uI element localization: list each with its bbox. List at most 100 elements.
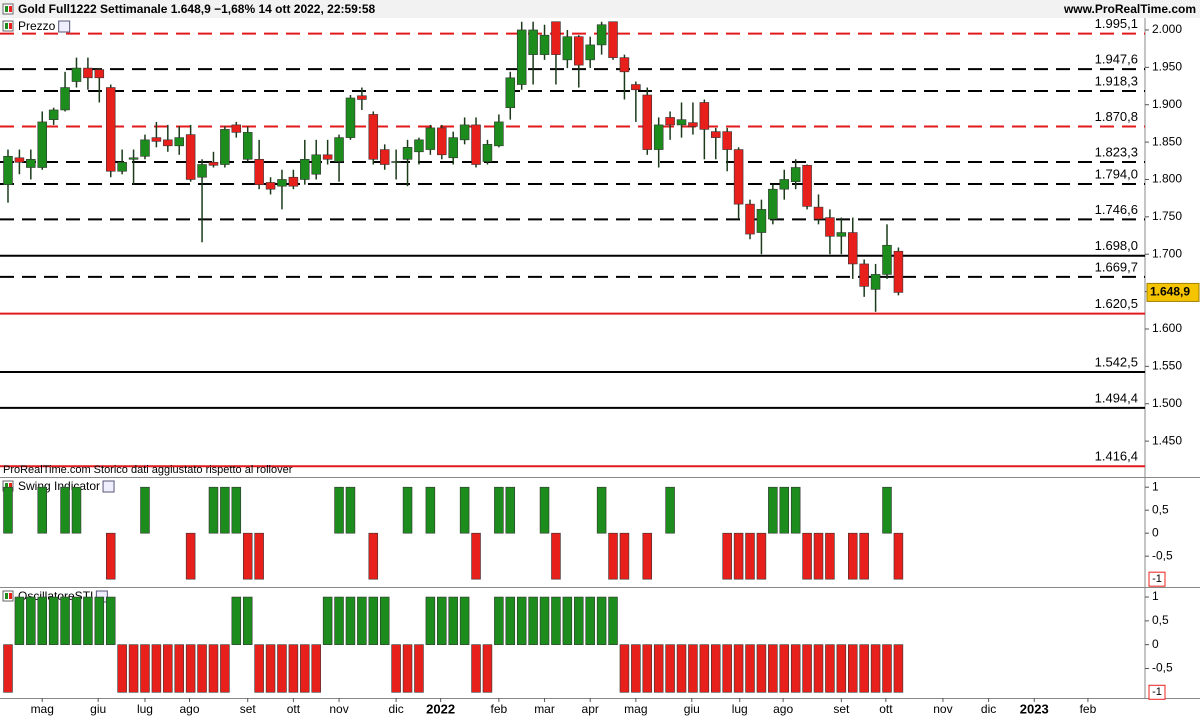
y-tick-label: 0,5 (1152, 613, 1169, 627)
candle-body (688, 122, 698, 127)
indicator-bar (733, 532, 744, 580)
candle-body (779, 179, 790, 190)
y-tick-label: 1 (1152, 589, 1159, 603)
indicator-bar (459, 596, 470, 645)
x-tick-label: dic (981, 702, 996, 716)
x-tick-label: 2023 (1020, 701, 1049, 716)
y-tick-label: 1.750 (1152, 209, 1182, 223)
candle-body (790, 167, 801, 183)
indicator-bar (790, 644, 801, 693)
indicator-bar (334, 486, 344, 534)
indicator-bar (790, 486, 801, 534)
candle-body (494, 121, 504, 147)
y-tick-label: 1.450 (1152, 433, 1182, 447)
y-tick-label: 2.000 (1152, 22, 1182, 36)
indicator-bar (893, 532, 904, 580)
y-tick-label: 1.550 (1152, 359, 1182, 373)
indicator-bar (551, 532, 561, 580)
candle-body (768, 188, 778, 220)
candle-body (414, 139, 424, 153)
level-label: 1.698,0 (1095, 238, 1138, 253)
candle-body (437, 127, 447, 156)
candle-body (402, 147, 413, 160)
indicator-bar (60, 486, 70, 534)
header-bar (0, 0, 1200, 18)
x-tick-label: mag (31, 702, 54, 716)
indicator-bar (242, 532, 253, 580)
indicator-bar (768, 644, 778, 693)
indicator-bar (311, 644, 321, 693)
y-tick-label: 0 (1152, 637, 1159, 651)
candle-body (562, 36, 573, 61)
candle-body (3, 155, 13, 186)
candle-body (322, 154, 333, 160)
candle-body (539, 34, 550, 55)
indicator-bar (836, 644, 847, 693)
candle-body (745, 203, 755, 235)
candle-body (37, 121, 47, 168)
candle-body (300, 158, 310, 180)
indicator-bar (3, 644, 13, 693)
candle-body (94, 69, 105, 79)
last-price-box (1146, 282, 1200, 302)
candle-body (608, 21, 618, 58)
indicator-bar (231, 596, 242, 645)
indicator-bar (665, 486, 675, 534)
y-tick-label: 1.600 (1152, 321, 1182, 335)
header-title: Gold Full1222 Settimanale 1.648,9 −1,68%… (18, 2, 376, 16)
indicator-bar (756, 644, 767, 693)
panel-icon-up (5, 483, 8, 489)
indicator-bar (825, 532, 835, 580)
indicator-bar (539, 596, 550, 645)
header-icon-down (9, 6, 12, 12)
indicator-bar (334, 596, 344, 645)
x-tick-label: dic (388, 702, 403, 716)
indicator-bar (722, 532, 732, 580)
indicator-bar (391, 644, 401, 693)
indicator-bar (745, 532, 755, 580)
candle-body (174, 137, 184, 147)
indicator-bar (471, 532, 481, 580)
level-label: 1.918,3 (1095, 73, 1138, 88)
indicator-bar (105, 596, 116, 645)
candle-body (699, 102, 710, 130)
panel-settings-icon[interactable] (102, 480, 115, 493)
indicator-bar (642, 644, 653, 693)
indicator-bar (642, 532, 653, 580)
level-label: 1.416,4 (1095, 449, 1138, 464)
candle-body (676, 119, 687, 126)
panel-label: Swing Indicator (18, 479, 100, 493)
candle-body (825, 217, 835, 237)
y-tick-label: 1 (1152, 479, 1159, 493)
candle-body (756, 209, 767, 233)
level-label: 1.794,0 (1095, 166, 1138, 181)
candle-body (311, 154, 321, 175)
candle-body (48, 109, 59, 120)
panel-settings-icon[interactable] (58, 20, 71, 33)
indicator-bar (505, 596, 516, 645)
y-tick-label: 1.900 (1152, 97, 1182, 111)
candle-body (813, 206, 824, 220)
candle-body (665, 117, 675, 126)
indicator-bar (733, 644, 744, 693)
y-tick-label: -0,5 (1152, 548, 1173, 562)
candle-body (128, 157, 139, 160)
level-label: 1.494,4 (1095, 390, 1138, 405)
indicator-bar (539, 486, 550, 534)
indicator-bar (185, 644, 196, 693)
panel-icon-down (9, 23, 12, 29)
indicator-bar (402, 644, 413, 693)
last-value-box (1148, 571, 1166, 587)
header-site[interactable]: www.ProRealTime.com (1063, 2, 1196, 16)
candle-body (379, 149, 390, 165)
x-tick-label: nov (933, 702, 952, 716)
indicator-bar (140, 644, 150, 693)
x-tick-label: mar (534, 702, 555, 716)
candle-body (231, 124, 242, 133)
indicator-bar (779, 486, 790, 534)
indicator-bar (848, 532, 858, 580)
panel-icon-up (5, 593, 8, 599)
indicator-bar (94, 596, 105, 645)
indicator-bar (425, 486, 436, 534)
candle-body (140, 139, 150, 157)
